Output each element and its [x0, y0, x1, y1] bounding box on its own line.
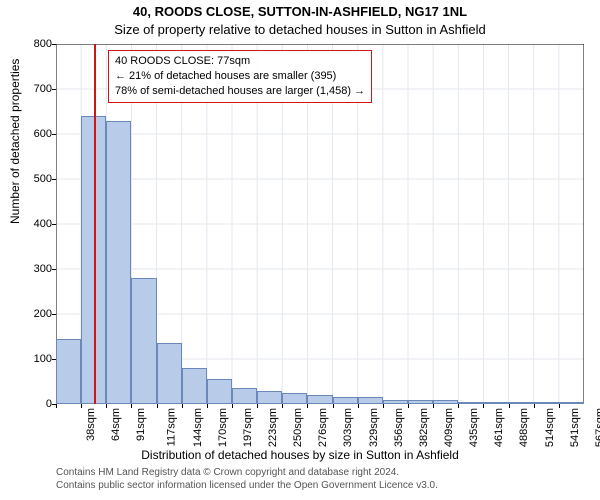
y-tick-label: 500 [12, 173, 52, 185]
x-tick-label: 197sqm [242, 408, 254, 447]
annotation-line2: ← 21% of detached houses are smaller (39… [115, 69, 365, 84]
chart-subtitle: Size of property relative to detached ho… [0, 22, 600, 37]
histogram-bar [509, 402, 534, 404]
annotation-line1: 40 ROODS CLOSE: 77sqm [115, 54, 365, 69]
copyright-line2: Contains public sector information licen… [56, 479, 438, 492]
x-tick-label: 91sqm [135, 408, 147, 441]
histogram-bar [257, 391, 282, 405]
histogram-bar [433, 400, 458, 404]
reference-line [94, 44, 96, 404]
histogram-bar [333, 397, 358, 404]
histogram-bar [483, 402, 508, 404]
histogram-bar [383, 400, 408, 405]
chart-title: 40, ROODS CLOSE, SUTTON-IN-ASHFIELD, NG1… [0, 4, 600, 19]
x-tick-label: 356sqm [393, 408, 405, 447]
annotation-line3: 78% of semi-detached houses are larger (… [115, 84, 365, 99]
histogram-bar [232, 388, 257, 404]
y-tick-label: 400 [12, 218, 52, 230]
histogram-bar [307, 395, 332, 404]
histogram-bar [458, 402, 483, 404]
histogram-bar [534, 402, 559, 404]
chart-container: 40, ROODS CLOSE, SUTTON-IN-ASHFIELD, NG1… [0, 0, 600, 500]
x-tick-label: 461sqm [493, 408, 505, 447]
x-tick-label: 488sqm [519, 408, 531, 447]
y-tick-label: 100 [12, 353, 52, 365]
x-tick-label: 382sqm [418, 408, 430, 447]
y-tick-label: 300 [12, 263, 52, 275]
y-tick-label: 200 [12, 308, 52, 320]
x-axis-label: Distribution of detached houses by size … [0, 448, 600, 462]
histogram-bar [559, 402, 584, 404]
copyright-text: Contains HM Land Registry data © Crown c… [56, 466, 438, 492]
histogram-bar [182, 368, 207, 404]
x-tick-label: 329sqm [368, 408, 380, 447]
x-tick-label: 409sqm [443, 408, 455, 447]
y-tick-label: 700 [12, 83, 52, 95]
x-tick-label: 170sqm [217, 408, 229, 447]
y-tick-label: 600 [12, 128, 52, 140]
histogram-bar [157, 343, 182, 404]
histogram-bar [56, 339, 81, 404]
x-tick-label: 276sqm [317, 408, 329, 447]
histogram-bar [358, 397, 383, 404]
x-tick-label: 223sqm [267, 408, 279, 447]
copyright-line1: Contains HM Land Registry data © Crown c… [56, 466, 438, 479]
histogram-bar [207, 379, 232, 404]
x-tick-label: 250sqm [292, 408, 304, 447]
y-tick-label: 0 [12, 398, 52, 410]
annotation-box: 40 ROODS CLOSE: 77sqm ← 21% of detached … [108, 50, 372, 103]
histogram-bar [282, 393, 307, 404]
x-tick-label: 303sqm [343, 408, 355, 447]
x-tick-label: 514sqm [544, 408, 556, 447]
x-tick-label: 64sqm [110, 408, 122, 441]
x-tick-label: 144sqm [192, 408, 204, 447]
x-tick-label: 435sqm [468, 408, 480, 447]
x-tick-label: 541sqm [569, 408, 581, 447]
y-tick-label: 800 [12, 38, 52, 50]
histogram-bar [106, 121, 131, 405]
x-tick-label: 567sqm [594, 408, 600, 447]
x-tick-label: 117sqm [166, 408, 178, 446]
histogram-bar [131, 278, 156, 404]
plot-area: 40 ROODS CLOSE: 77sqm ← 21% of detached … [56, 44, 584, 404]
histogram-bar [408, 400, 433, 404]
x-tick-label: 38sqm [85, 408, 97, 441]
